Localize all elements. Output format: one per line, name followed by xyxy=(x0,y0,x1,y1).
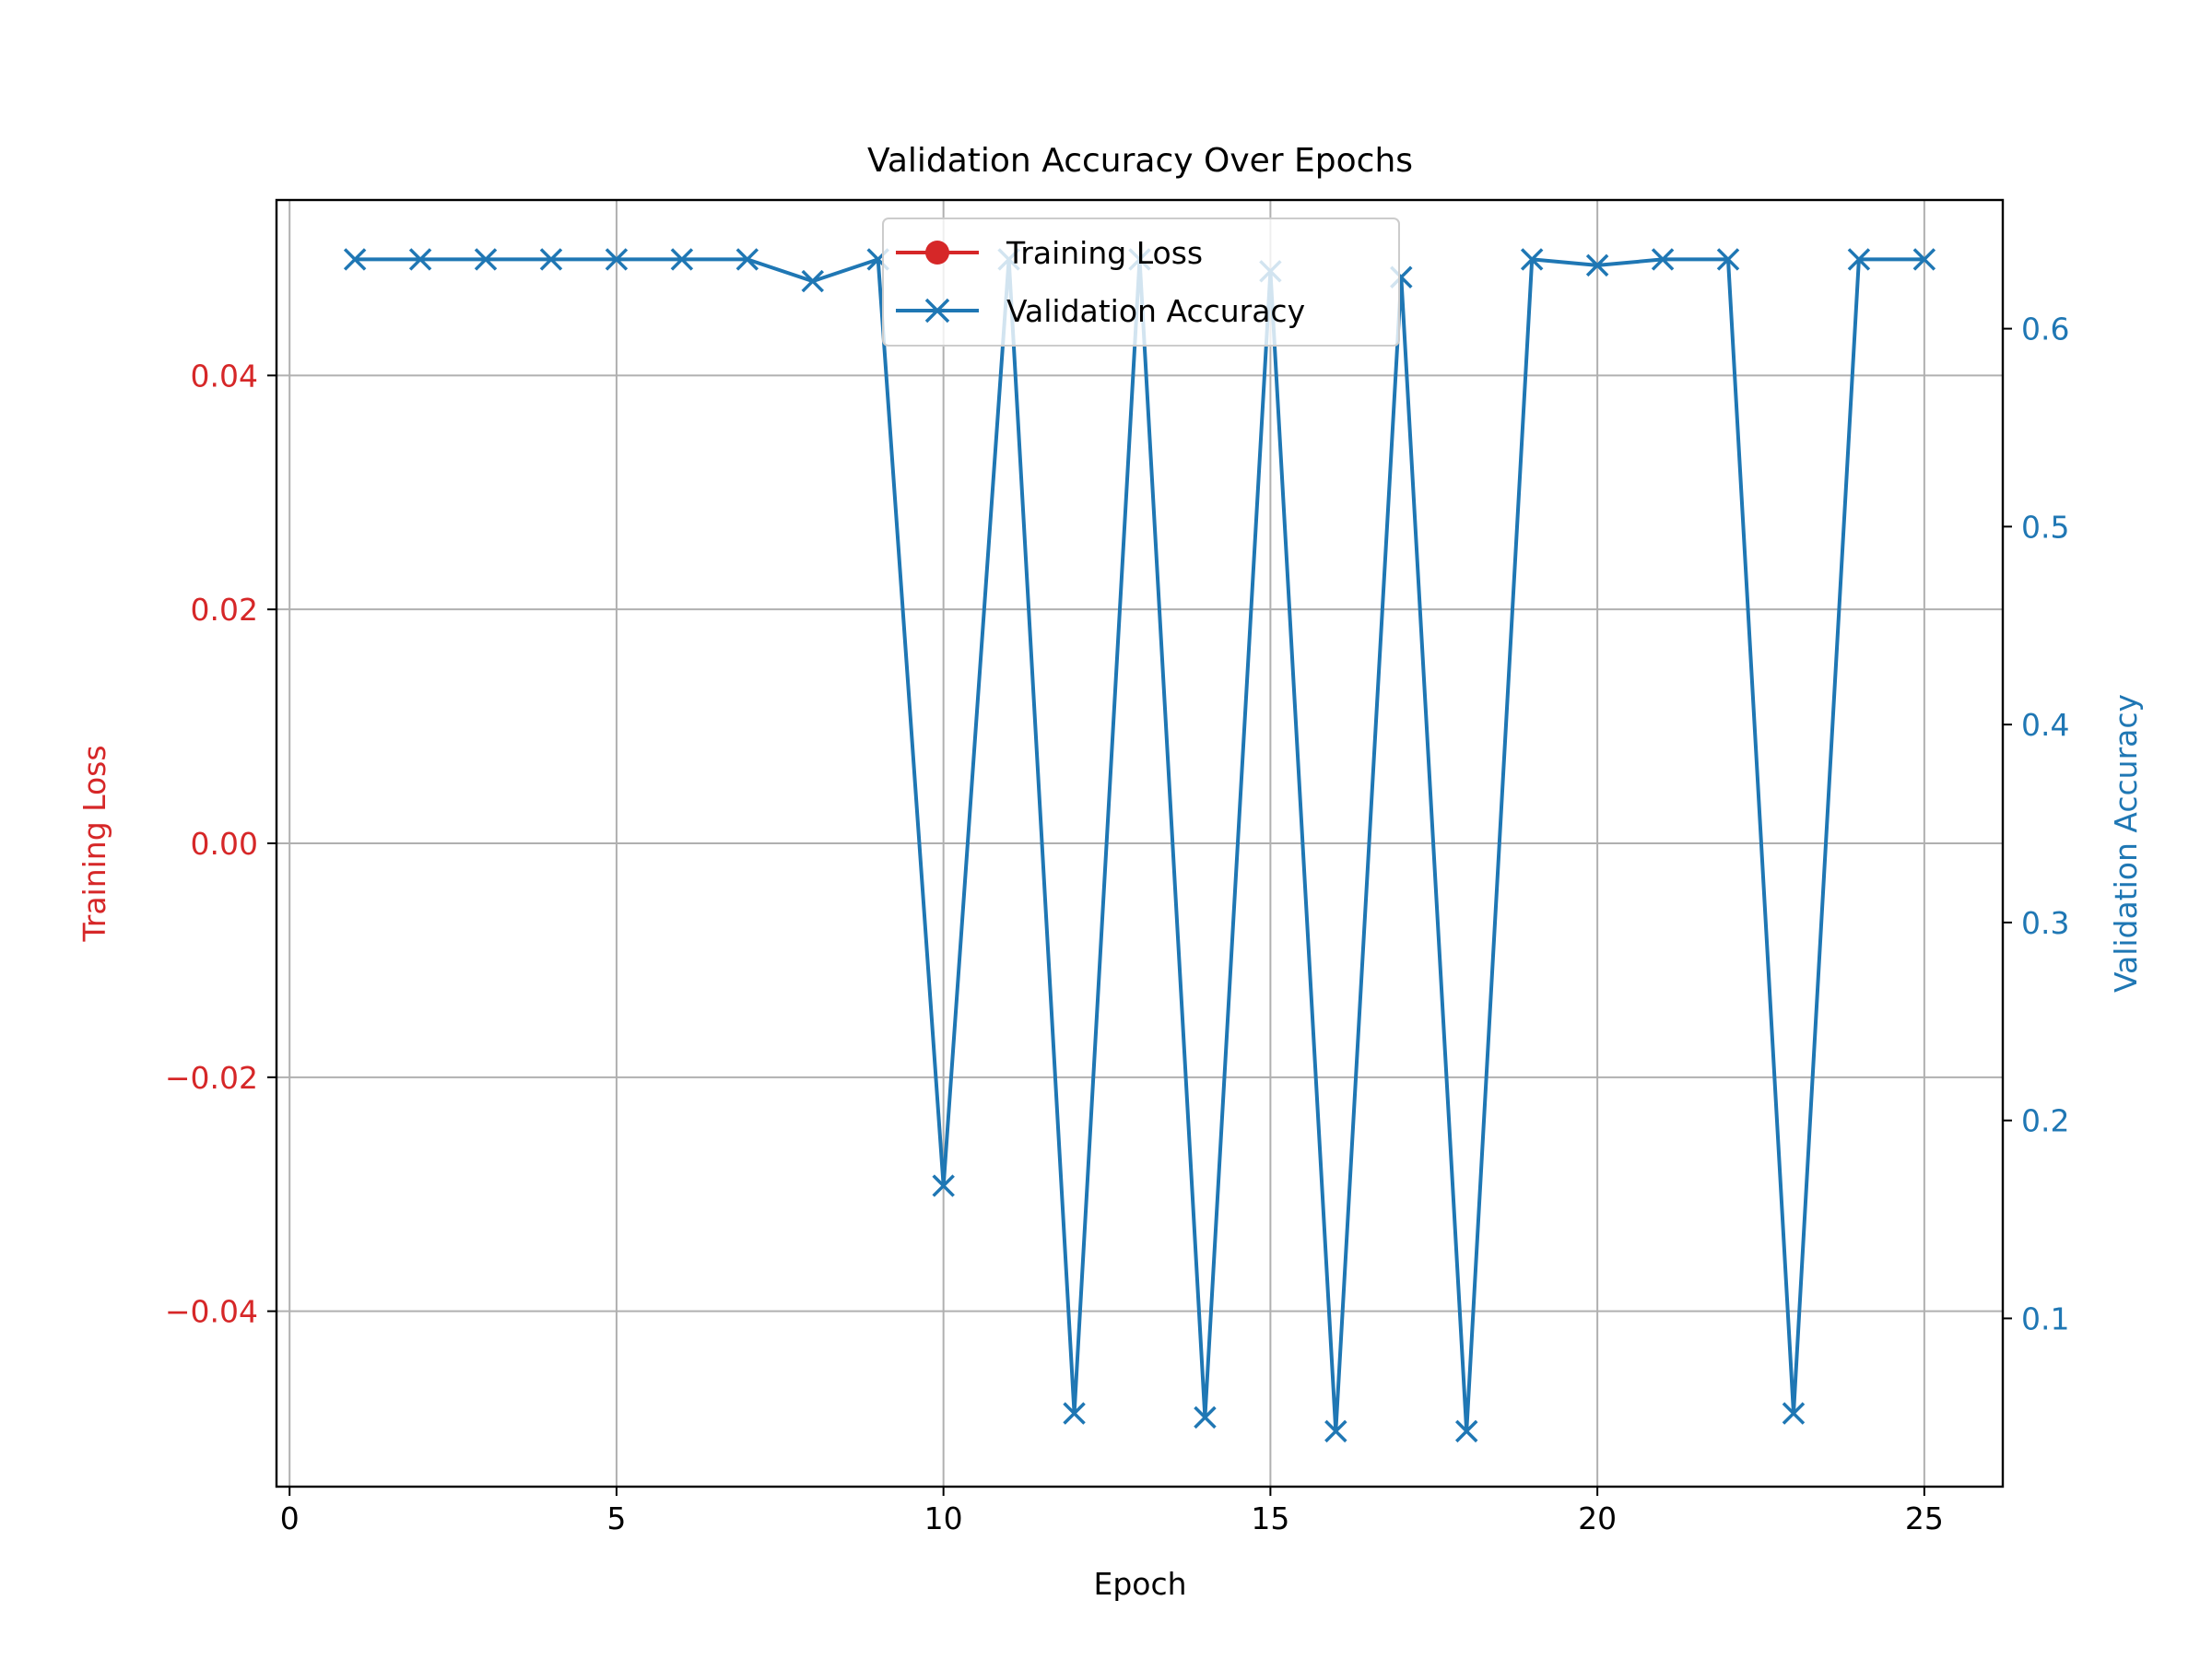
y-right-tick-label: 0.4 xyxy=(2021,707,2069,743)
data-point xyxy=(1585,253,1609,277)
y-left-tick-label: −0.04 xyxy=(165,1294,258,1330)
legend-marker-training-loss xyxy=(925,241,949,265)
y-axis-right-label: Validation Accuracy xyxy=(2108,694,2144,993)
data-point xyxy=(408,248,432,271)
y-axis-left: −0.04 −0.02 0.00 0.02 0.04 xyxy=(165,358,276,1330)
x-tick-label: 5 xyxy=(606,1500,626,1536)
y-right-tick-label: 0.2 xyxy=(2021,1103,2069,1139)
data-point xyxy=(932,1174,955,1197)
x-tick-label: 10 xyxy=(924,1500,963,1536)
y-left-tick-label: −0.02 xyxy=(165,1060,258,1096)
data-point xyxy=(1782,1402,1806,1425)
data-point xyxy=(1847,248,1871,271)
x-tick-label: 20 xyxy=(1578,1500,1617,1536)
data-point xyxy=(801,269,825,293)
grid xyxy=(276,200,2003,1487)
data-point xyxy=(1063,1402,1086,1425)
x-tick-label: 15 xyxy=(1251,1500,1289,1536)
data-point xyxy=(1324,1419,1347,1443)
data-point xyxy=(1716,248,1740,271)
data-point xyxy=(343,248,367,271)
y-right-tick-label: 0.3 xyxy=(2021,905,2069,941)
y-right-tick-label: 0.5 xyxy=(2021,509,2069,545)
y-left-tick-label: 0.02 xyxy=(191,592,258,628)
chart-title: Validation Accuracy Over Epochs xyxy=(867,142,1413,180)
x-axis: 0 5 10 15 20 25 xyxy=(280,1487,1944,1536)
data-point xyxy=(735,248,759,271)
data-point xyxy=(1651,248,1675,271)
data-point xyxy=(670,248,694,271)
data-point xyxy=(474,248,498,271)
x-tick-label: 25 xyxy=(1905,1500,1944,1536)
data-point xyxy=(1520,248,1544,271)
legend-label-training-loss: Training Loss xyxy=(1006,235,1203,271)
legend-box xyxy=(882,218,1400,347)
y-left-tick-label: 0.00 xyxy=(191,826,258,862)
legend: Training Loss Validation Accuracy xyxy=(882,218,1400,347)
data-point xyxy=(1454,1419,1478,1443)
data-point xyxy=(539,248,563,271)
x-axis-label: Epoch xyxy=(1093,1566,1186,1602)
y-right-tick-label: 0.6 xyxy=(2021,312,2069,347)
y-axis-right: 0.1 0.2 0.3 0.4 0.5 0.6 xyxy=(2003,312,2069,1336)
data-point xyxy=(1194,1406,1217,1430)
data-point xyxy=(1912,248,1936,271)
y-axis-left-label: Training Loss xyxy=(76,745,112,942)
legend-marker-validation-accuracy xyxy=(924,298,950,324)
y-right-tick-label: 0.1 xyxy=(2021,1300,2069,1336)
data-point xyxy=(605,248,629,271)
x-tick-label: 0 xyxy=(280,1500,300,1536)
legend-label-validation-accuracy: Validation Accuracy xyxy=(1006,293,1305,329)
y-left-tick-label: 0.04 xyxy=(191,358,258,394)
